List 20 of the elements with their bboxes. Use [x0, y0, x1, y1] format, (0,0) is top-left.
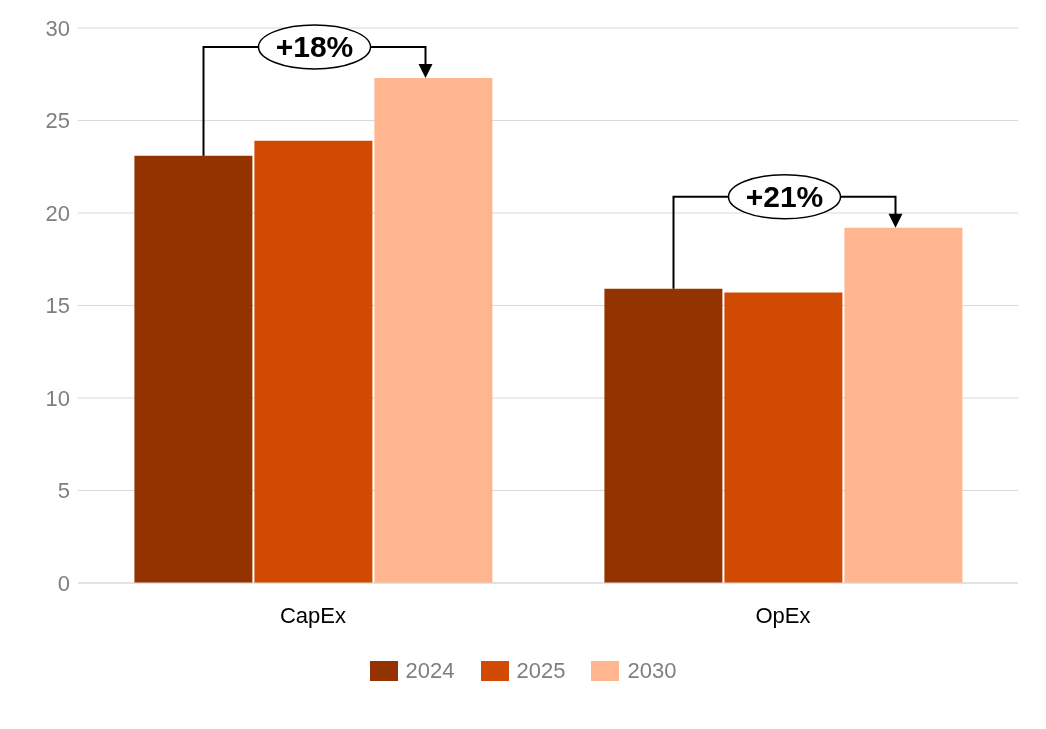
x-tick-label: CapEx	[279, 602, 347, 628]
bar	[604, 288, 723, 583]
bar	[374, 77, 493, 583]
y-tick-label: 10	[45, 385, 70, 411]
annotation: +18%	[275, 30, 354, 64]
y-tick-label: 0	[57, 570, 70, 596]
legend-label: 2030	[627, 658, 677, 684]
legend-label: 2025	[516, 658, 566, 684]
y-tick-label: 20	[45, 200, 70, 226]
annotation: +21%	[745, 180, 824, 214]
y-tick-label: 25	[45, 108, 70, 134]
y-tick-label: 15	[45, 293, 70, 319]
y-tick-label: 5	[57, 478, 70, 504]
bar	[844, 227, 963, 583]
bar	[724, 292, 843, 583]
x-tick-label: OpEx	[755, 602, 811, 628]
legend-label: 2024	[405, 658, 455, 684]
bar	[134, 155, 253, 583]
bar	[254, 140, 373, 583]
y-tick-label: 30	[45, 15, 70, 41]
